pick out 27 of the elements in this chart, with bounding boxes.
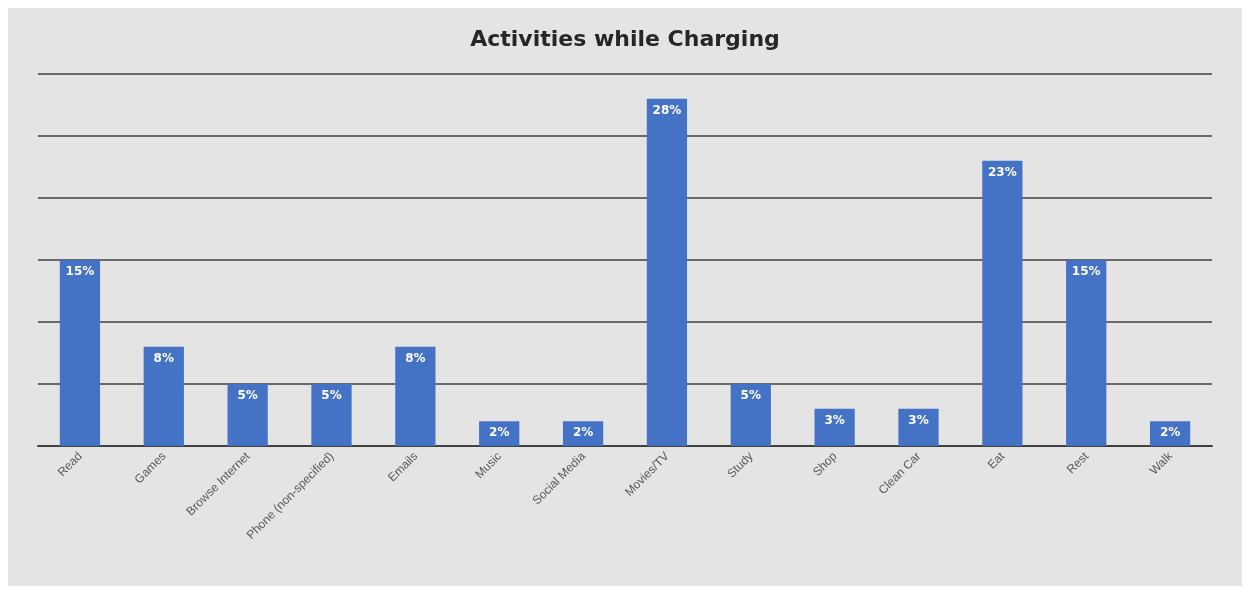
data-label: 2% — [572, 425, 594, 440]
bar — [227, 384, 268, 446]
data-label: 2% — [489, 425, 510, 440]
data-label: 23% — [987, 164, 1017, 179]
data-label: 3% — [824, 412, 845, 427]
bar — [143, 346, 184, 446]
bar — [1066, 260, 1107, 446]
bar — [730, 384, 771, 446]
bar — [311, 384, 352, 446]
bar — [982, 160, 1023, 446]
bar — [395, 346, 436, 446]
x-tick-label: Eat — [984, 448, 1008, 472]
data-label: 15% — [1071, 264, 1101, 278]
data-label: 28% — [652, 102, 682, 117]
bar — [814, 408, 855, 446]
bar — [898, 408, 939, 446]
data-label: 3% — [908, 412, 929, 427]
chart-title: Activities while Charging — [470, 25, 780, 51]
data-label: 5% — [237, 388, 258, 402]
bar — [59, 260, 101, 446]
data-label: 5% — [321, 388, 342, 402]
data-label: 8% — [405, 350, 426, 365]
data-label: 8% — [153, 350, 174, 365]
data-label: 15% — [65, 264, 95, 278]
bar — [646, 98, 688, 446]
data-label: 2% — [1159, 425, 1181, 440]
data-label: 5% — [740, 388, 761, 402]
